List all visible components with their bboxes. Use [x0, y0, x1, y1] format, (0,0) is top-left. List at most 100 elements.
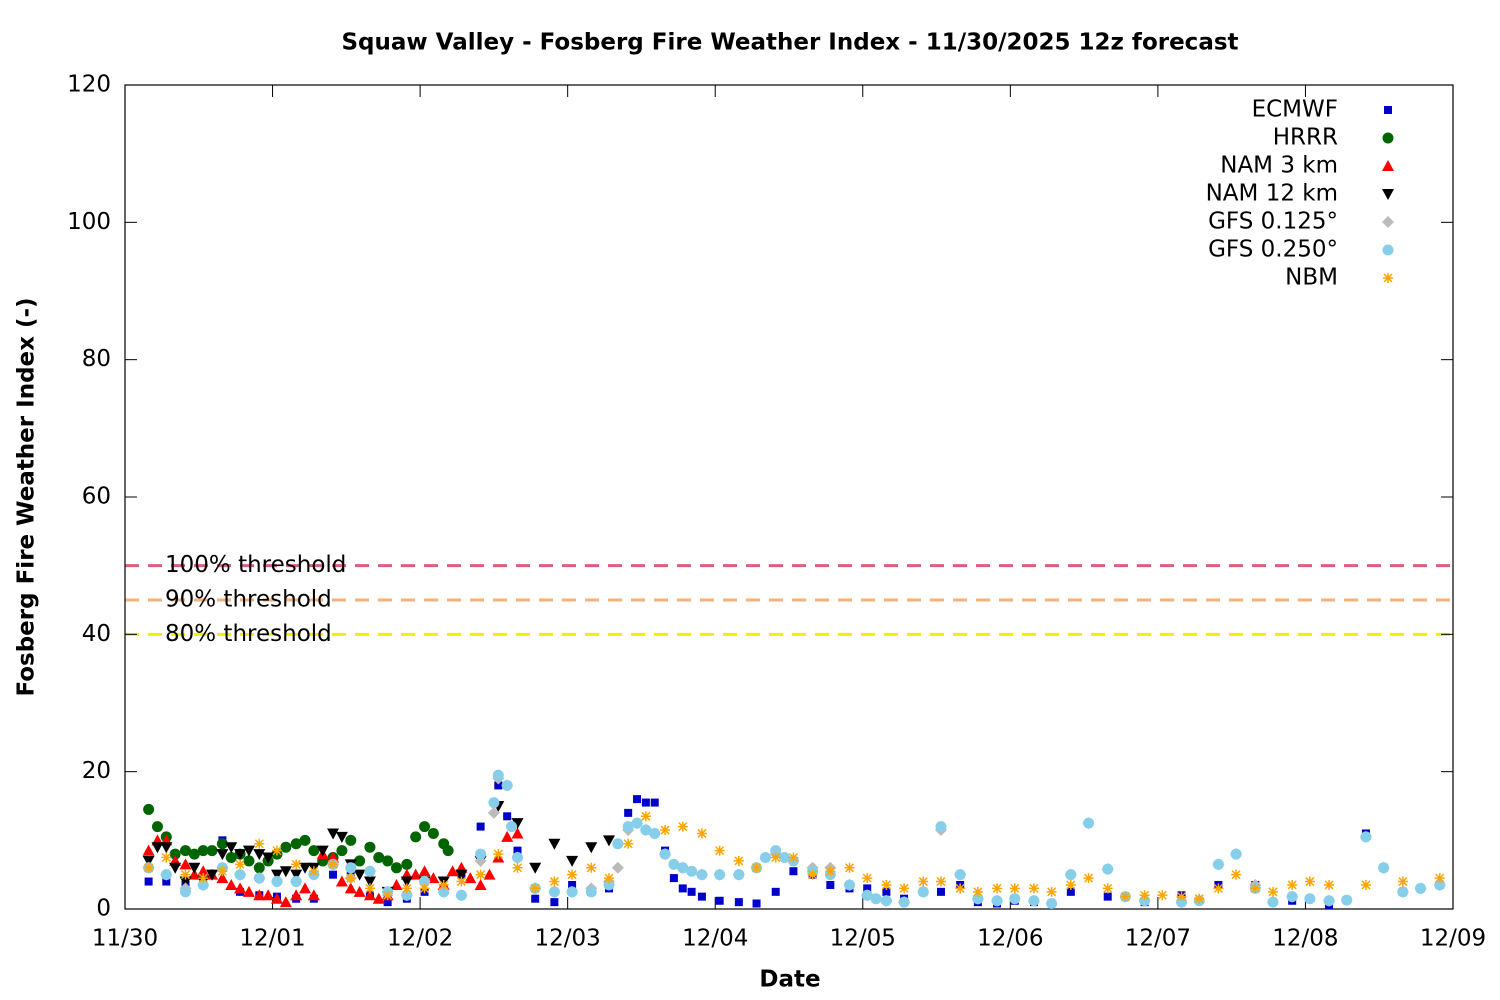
point — [622, 821, 634, 833]
point — [650, 798, 659, 807]
point — [935, 821, 947, 833]
point — [899, 883, 910, 894]
y-tick-label: 120 — [67, 72, 111, 98]
point — [345, 834, 357, 846]
point — [1250, 883, 1261, 894]
point — [363, 876, 376, 888]
point — [759, 852, 771, 863]
y-tick-label: 60 — [82, 484, 111, 510]
point — [826, 880, 835, 889]
point — [1434, 873, 1445, 884]
point — [438, 879, 449, 890]
point — [825, 866, 836, 877]
point — [678, 884, 687, 893]
legend-marker — [1382, 189, 1394, 200]
point — [734, 898, 743, 907]
point — [631, 817, 643, 829]
point — [290, 869, 303, 881]
point — [1176, 891, 1187, 902]
point — [789, 867, 798, 876]
point — [992, 883, 1003, 894]
point — [1415, 882, 1427, 894]
legend-label: ECMWF — [1252, 97, 1338, 123]
point — [225, 878, 238, 890]
point — [216, 872, 229, 884]
point — [169, 862, 182, 874]
point — [870, 893, 882, 905]
point — [1286, 891, 1298, 903]
point — [603, 873, 614, 884]
point — [151, 842, 164, 854]
point — [253, 849, 266, 861]
point — [390, 878, 403, 890]
point — [1009, 893, 1021, 905]
legend-marker — [1384, 106, 1392, 114]
point — [345, 873, 356, 884]
point — [493, 849, 504, 860]
point — [234, 882, 247, 894]
point — [327, 851, 340, 863]
point — [438, 886, 450, 898]
point — [401, 883, 412, 894]
point — [179, 886, 191, 898]
point — [410, 831, 422, 843]
point — [697, 892, 706, 901]
point — [1157, 890, 1168, 901]
point — [861, 889, 873, 901]
point — [686, 865, 698, 877]
point — [188, 848, 200, 860]
point — [677, 821, 688, 832]
point — [383, 898, 392, 907]
point — [336, 845, 348, 857]
point — [364, 841, 376, 853]
point — [206, 869, 219, 881]
point — [880, 895, 892, 907]
point — [271, 876, 283, 888]
legend-label: NAM 12 km — [1206, 181, 1338, 207]
y-axis-label: Fosberg Fire Weather Index (-) — [14, 297, 40, 696]
y-tick-label: 80 — [82, 346, 111, 372]
point — [770, 852, 781, 863]
x-axis-label: Date — [759, 967, 820, 993]
point — [442, 845, 454, 857]
point — [188, 862, 201, 874]
point — [503, 812, 512, 821]
point — [1065, 869, 1077, 881]
point — [1397, 876, 1408, 887]
point — [1378, 862, 1390, 874]
point — [254, 838, 265, 849]
point — [715, 896, 724, 905]
point — [400, 876, 413, 888]
point — [279, 896, 292, 908]
point — [863, 884, 872, 893]
point — [807, 869, 818, 880]
point — [898, 896, 910, 908]
legend-label: GFS 0.250° — [1208, 237, 1338, 263]
point — [308, 845, 320, 857]
point — [529, 862, 542, 874]
y-tick-label: 20 — [82, 758, 111, 784]
point — [1046, 886, 1057, 897]
point — [917, 886, 929, 898]
point — [151, 821, 163, 833]
legend-label: NAM 3 km — [1220, 153, 1338, 179]
point — [299, 862, 312, 874]
point — [188, 868, 201, 880]
point — [530, 883, 541, 894]
point — [1304, 876, 1315, 887]
x-tick-label: 12/08 — [1272, 926, 1338, 952]
point — [751, 862, 762, 873]
point — [280, 841, 292, 853]
point — [279, 866, 292, 878]
legend-marker — [1382, 244, 1394, 256]
point — [585, 842, 598, 854]
point — [633, 795, 642, 804]
threshold-label: 90% threshold — [165, 587, 332, 613]
point — [345, 862, 357, 874]
point — [1194, 893, 1205, 904]
point — [1102, 883, 1113, 894]
point — [733, 855, 744, 866]
point — [142, 855, 155, 867]
point — [483, 868, 496, 880]
point — [198, 873, 209, 884]
